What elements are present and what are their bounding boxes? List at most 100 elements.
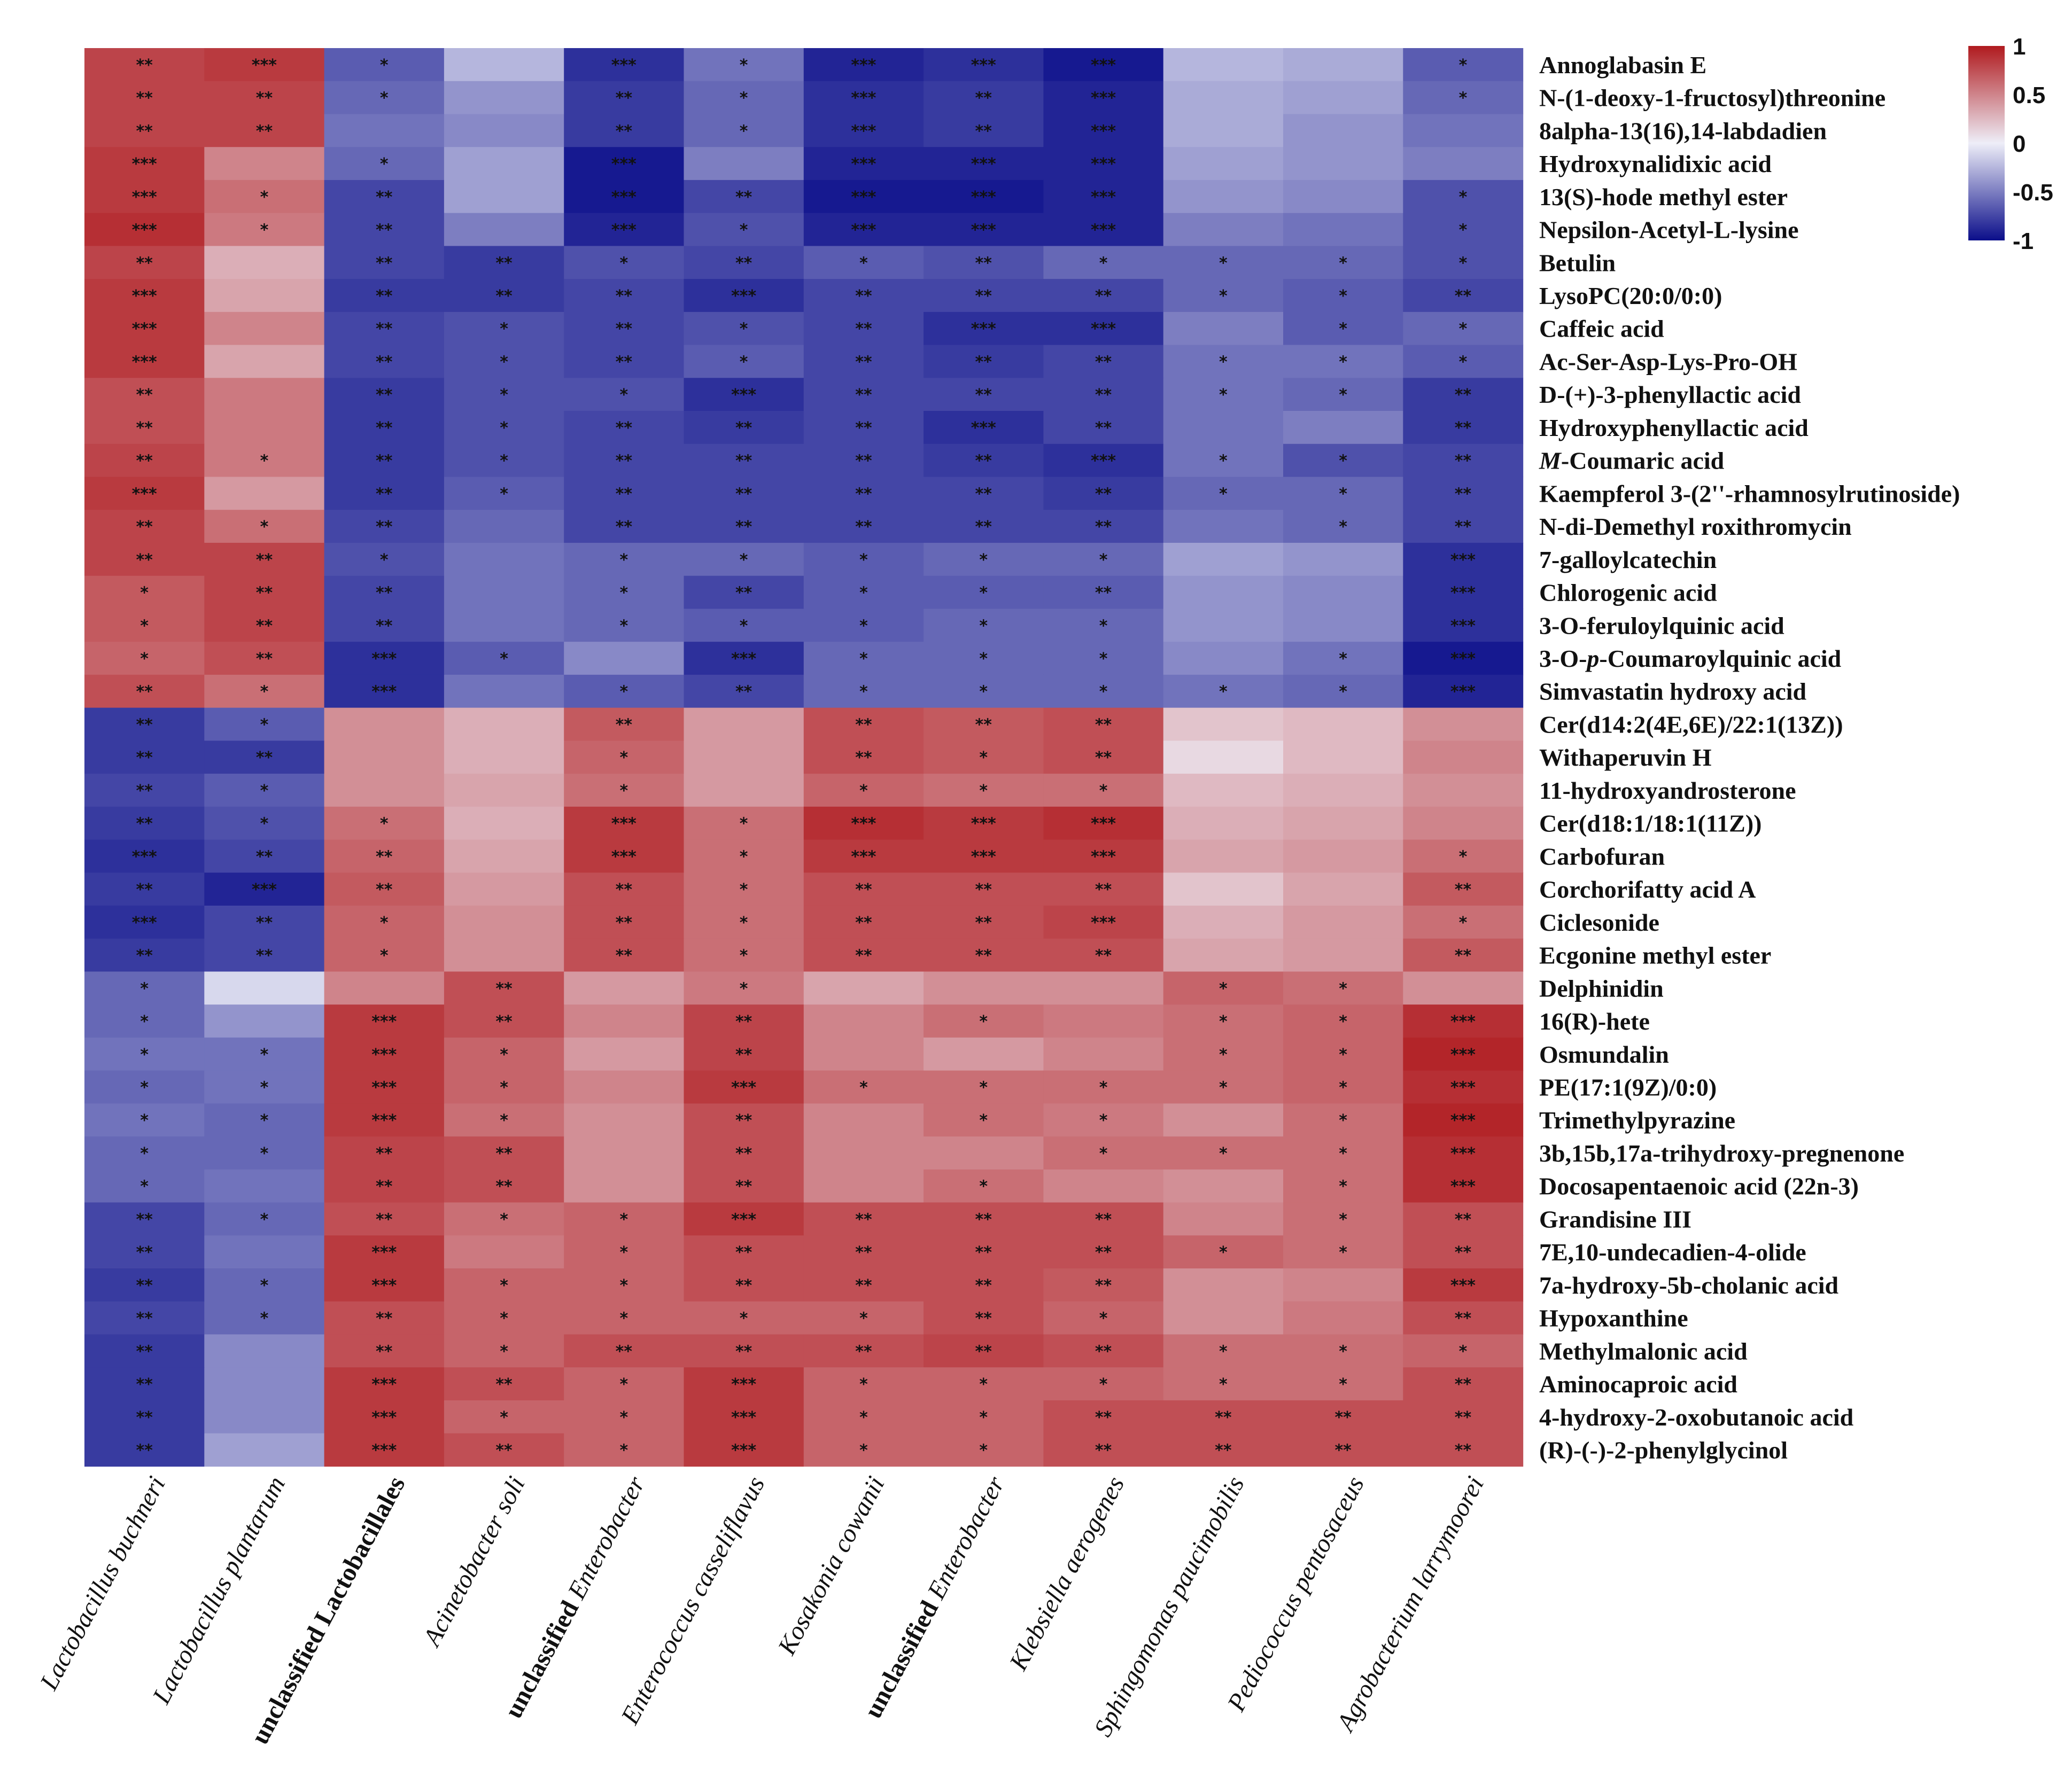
significance-mark: ** bbox=[616, 485, 633, 503]
heatmap-cell bbox=[684, 1334, 804, 1368]
heatmap-cell bbox=[204, 839, 325, 873]
significance-mark: * bbox=[619, 1310, 628, 1328]
row-label: Hypoxanthine bbox=[1539, 1305, 1688, 1332]
significance-mark: *** bbox=[1091, 155, 1116, 174]
significance-mark: ** bbox=[1455, 1408, 1472, 1427]
significance-mark: ** bbox=[376, 617, 393, 635]
heatmap-cell bbox=[564, 1136, 685, 1170]
significance-mark: ** bbox=[735, 1012, 752, 1031]
significance-mark: ** bbox=[975, 1210, 992, 1229]
heatmap-cell bbox=[204, 1070, 325, 1104]
significance-mark: * bbox=[1339, 1111, 1347, 1130]
significance-mark: ** bbox=[136, 815, 153, 833]
significance-mark: * bbox=[1099, 1078, 1108, 1097]
significance-mark: ** bbox=[495, 254, 513, 272]
heatmap-cell bbox=[444, 147, 564, 181]
significance-mark: * bbox=[380, 914, 389, 932]
heatmap-cell bbox=[684, 246, 804, 279]
significance-mark: ** bbox=[376, 419, 393, 438]
significance-mark: ** bbox=[855, 914, 872, 932]
heatmap-cell bbox=[924, 1070, 1044, 1104]
heatmap-cell bbox=[1403, 1136, 1524, 1170]
heatmap-cell bbox=[1403, 1070, 1524, 1104]
heatmap-cell bbox=[1163, 147, 1284, 181]
heatmap-cells: ** *** * *** * *** *** *** *** ** * ** * *** ** *** *** *… bbox=[84, 48, 1524, 1467]
heatmap-cell bbox=[84, 1235, 205, 1269]
row-label: 7a-hydroxy-5b-cholanic acid bbox=[1539, 1272, 1839, 1299]
significance-mark: *** bbox=[611, 847, 637, 866]
heatmap-cell bbox=[84, 213, 205, 246]
significance-mark: *** bbox=[371, 1078, 397, 1097]
significance-mark: * bbox=[740, 914, 748, 932]
heatmap-cell bbox=[684, 707, 804, 741]
significance-mark: *** bbox=[252, 56, 277, 75]
column-label: Acinetobacter soli bbox=[417, 1472, 531, 1652]
heatmap-cell bbox=[324, 1202, 445, 1236]
significance-mark: ** bbox=[855, 1243, 872, 1262]
significance-mark: *** bbox=[611, 221, 637, 240]
heatmap-cell bbox=[803, 213, 924, 246]
heatmap-cell bbox=[204, 1004, 325, 1038]
heatmap-cell bbox=[1163, 345, 1284, 378]
significance-mark: ** bbox=[136, 1408, 153, 1427]
significance-mark: ** bbox=[256, 650, 273, 668]
heatmap-cell bbox=[684, 378, 804, 411]
significance-mark: ** bbox=[975, 353, 992, 371]
heatmap-cell bbox=[324, 1334, 445, 1368]
significance-mark: * bbox=[380, 815, 389, 833]
heatmap-cell bbox=[84, 1103, 205, 1137]
significance-mark: * bbox=[1339, 979, 1347, 998]
heatmap-cell bbox=[924, 1235, 1044, 1269]
significance-mark: ** bbox=[975, 1276, 992, 1295]
heatmap-cell bbox=[444, 609, 564, 642]
significance-mark: * bbox=[1339, 1375, 1347, 1394]
heatmap-cell bbox=[1403, 1400, 1524, 1434]
heatmap-cell bbox=[1163, 1400, 1284, 1434]
significance-mark: ** bbox=[975, 122, 992, 141]
heatmap-cell bbox=[444, 1400, 564, 1434]
heatmap-cell bbox=[204, 147, 325, 181]
heatmap-cell bbox=[803, 443, 924, 478]
heatmap-cell bbox=[204, 1169, 325, 1203]
heatmap-cell bbox=[803, 345, 924, 378]
heatmap-cell bbox=[84, 1070, 205, 1104]
heatmap-cell bbox=[324, 345, 445, 378]
heatmap-cell bbox=[1043, 839, 1164, 873]
heatmap-cell bbox=[1403, 575, 1524, 610]
significance-mark: ** bbox=[376, 452, 393, 471]
heatmap-cell bbox=[564, 1235, 685, 1269]
significance-mark: *** bbox=[132, 188, 157, 207]
significance-mark: * bbox=[140, 1078, 149, 1097]
heatmap-cell bbox=[1283, 609, 1403, 642]
significance-mark: * bbox=[859, 1408, 868, 1427]
heatmap-cell bbox=[1163, 411, 1284, 445]
significance-mark: *** bbox=[731, 1210, 756, 1229]
significance-mark: *** bbox=[971, 188, 996, 207]
heatmap-cell bbox=[684, 510, 804, 543]
heatmap-cell bbox=[684, 1235, 804, 1269]
significance-mark: *** bbox=[1091, 847, 1116, 866]
heatmap-cell bbox=[444, 213, 564, 246]
significance-mark: *** bbox=[371, 1442, 397, 1460]
significance-mark: *** bbox=[132, 847, 157, 866]
significance-mark: ** bbox=[1455, 1310, 1472, 1328]
heatmap-cell bbox=[684, 1037, 804, 1071]
heatmap-cell bbox=[1403, 971, 1524, 1005]
significance-mark: ** bbox=[735, 683, 752, 702]
significance-mark: * bbox=[260, 1144, 269, 1163]
heatmap-cell bbox=[924, 81, 1044, 115]
significance-mark: ** bbox=[1095, 386, 1112, 404]
significance-mark: *** bbox=[971, 320, 996, 339]
legend-tick-label: -0.5 bbox=[2013, 180, 2053, 206]
heatmap-cell bbox=[803, 477, 924, 510]
significance-mark: * bbox=[500, 1078, 508, 1097]
significance-mark: *** bbox=[731, 650, 756, 668]
significance-mark: * bbox=[740, 815, 748, 833]
heatmap-cell bbox=[204, 575, 325, 610]
significance-mark: * bbox=[380, 56, 389, 75]
heatmap-cell bbox=[444, 1334, 564, 1368]
heatmap-cell bbox=[684, 806, 804, 840]
heatmap-cell bbox=[324, 938, 445, 972]
heatmap-cell bbox=[444, 1301, 564, 1335]
heatmap-cell bbox=[564, 48, 685, 82]
